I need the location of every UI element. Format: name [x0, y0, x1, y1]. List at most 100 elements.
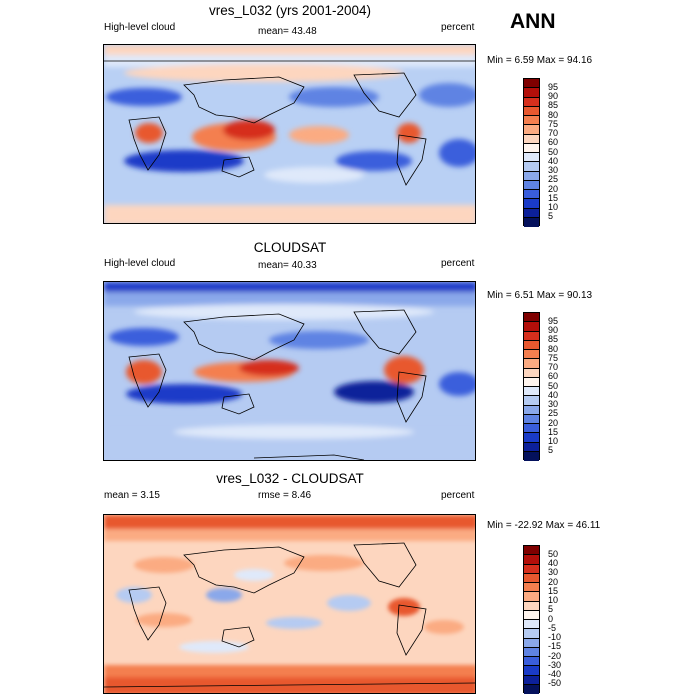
- colorbar-tick-label: 75: [548, 353, 559, 363]
- colorbar-tick-label: 40: [548, 558, 559, 568]
- colorbar-tick-label: 10: [548, 595, 559, 605]
- panel-2-title: CLOUDSAT: [253, 240, 327, 255]
- panel-3-map: [103, 514, 476, 694]
- colorbar-swatch: [524, 684, 539, 694]
- colorbar-swatch: [524, 405, 539, 415]
- colorbar-tick-label: 10: [548, 436, 559, 446]
- colorbar-tick-label: 15: [548, 193, 559, 203]
- colorbar-swatch: [524, 143, 539, 153]
- colorbar-swatch: [524, 610, 539, 620]
- panel-2-mean: mean= 40.33: [258, 260, 317, 271]
- colorbar-swatch: [524, 125, 539, 135]
- colorbar-tick-label: 70: [548, 362, 559, 372]
- colorbar-tick-label: 20: [548, 577, 559, 587]
- colorbar-swatch: [524, 190, 539, 200]
- colorbar-tick-label: -5: [548, 623, 557, 633]
- colorbar-swatch: [524, 564, 539, 574]
- colorbar-tick-label: 50: [548, 549, 559, 559]
- colorbar-tick-label: 50: [548, 381, 559, 391]
- colorbar-swatch: [524, 331, 539, 341]
- panel-2-minmax: Min = 6.51 Max = 90.13: [487, 290, 593, 301]
- colorbar-tick-label: 90: [548, 91, 559, 101]
- colorbar-swatch: [524, 88, 539, 98]
- panel-1-map: [103, 44, 476, 224]
- colorbar-tick-label: 5: [548, 211, 554, 221]
- colorbar-swatch: [524, 442, 539, 452]
- colorbar-tick-label: 80: [548, 110, 559, 120]
- panel-1-mean: mean= 43.48: [258, 26, 317, 37]
- colorbar-swatch: [524, 359, 539, 369]
- colorbar-swatch: [524, 573, 539, 583]
- colorbar-tick-label: 60: [548, 137, 559, 147]
- colorbar-swatch: [524, 322, 539, 332]
- panel-1-variable-label: High-level cloud: [104, 22, 176, 33]
- colorbar-tick-label: 30: [548, 165, 559, 175]
- colorbar-tick-label: 40: [548, 156, 559, 166]
- colorbar-tick-label: -50: [548, 678, 562, 688]
- colorbar-swatch: [524, 583, 539, 593]
- season-label: ANN: [510, 10, 556, 33]
- panel-1-units: percent: [441, 22, 475, 33]
- colorbar-tick-label: 40: [548, 390, 559, 400]
- colorbar-tick-label: 70: [548, 128, 559, 138]
- colorbar-swatch: [524, 97, 539, 107]
- colorbar-swatch: [524, 199, 539, 209]
- colorbar-swatch: [524, 377, 539, 387]
- colorbar-swatch: [524, 675, 539, 685]
- panel-3-rmse: rmse = 8.46: [258, 490, 312, 501]
- colorbar-swatch: [524, 387, 539, 397]
- colorbar-tick-label: -20: [548, 651, 562, 661]
- panel-3-minmax: Min = -22.92 Max = 46.11: [487, 520, 601, 531]
- colorbar-swatch: [524, 555, 539, 565]
- panel-2-map: [103, 281, 476, 461]
- colorbar-tick-label: -15: [548, 641, 562, 651]
- panel-1-title: vres_L032 (yrs 2001-2004): [208, 3, 372, 18]
- colorbar-tick-label: 20: [548, 418, 559, 428]
- colorbar-swatch: [524, 162, 539, 172]
- colorbar-swatch: [524, 340, 539, 350]
- colorbar-swatch: [524, 106, 539, 116]
- colorbar-tick-label: 60: [548, 371, 559, 381]
- panel-1-colorbar: [523, 78, 540, 227]
- colorbar-swatch: [524, 424, 539, 434]
- colorbar-swatch: [524, 629, 539, 639]
- colorbar-swatch: [524, 666, 539, 676]
- panel-1-minmax: Min = 6.59 Max = 94.16: [487, 55, 593, 66]
- colorbar-tick-label: 25: [548, 408, 559, 418]
- colorbar-tick-label: 5: [548, 445, 554, 455]
- colorbar-swatch: [524, 601, 539, 611]
- panel-2-colorbar: [523, 312, 540, 461]
- colorbar-tick-label: 75: [548, 119, 559, 129]
- colorbar-swatch: [524, 638, 539, 648]
- colorbar-swatch: [524, 451, 539, 461]
- colorbar-swatch: [524, 171, 539, 181]
- colorbar-swatch: [524, 433, 539, 443]
- colorbar-tick-label: 15: [548, 427, 559, 437]
- colorbar-tick-label: 95: [548, 82, 559, 92]
- colorbar-tick-label: 50: [548, 147, 559, 157]
- colorbar-tick-label: 90: [548, 325, 559, 335]
- colorbar-swatch: [524, 546, 539, 556]
- colorbar-swatch: [524, 116, 539, 126]
- colorbar-swatch: [524, 368, 539, 378]
- colorbar-tick-label: 85: [548, 100, 559, 110]
- panel-2-units: percent: [441, 258, 475, 269]
- colorbar-swatch: [524, 313, 539, 323]
- colorbar-swatch: [524, 208, 539, 218]
- colorbar-swatch: [524, 657, 539, 667]
- colorbar-swatch: [524, 134, 539, 144]
- colorbar-tick-label: 25: [548, 174, 559, 184]
- colorbar-swatch: [524, 592, 539, 602]
- colorbar-swatch: [524, 350, 539, 360]
- colorbar-tick-label: 30: [548, 567, 559, 577]
- colorbar-tick-label: 0: [548, 614, 554, 624]
- colorbar-tick-label: 30: [548, 399, 559, 409]
- panel-2-variable-label: High-level cloud: [104, 258, 176, 269]
- colorbar-tick-label: -40: [548, 669, 562, 679]
- colorbar-tick-label: -10: [548, 632, 562, 642]
- colorbar-swatch: [524, 647, 539, 657]
- colorbar-swatch: [524, 620, 539, 630]
- panel-3-mean: mean = 3.15: [104, 490, 160, 501]
- colorbar-swatch: [524, 217, 539, 227]
- colorbar-tick-label: 85: [548, 334, 559, 344]
